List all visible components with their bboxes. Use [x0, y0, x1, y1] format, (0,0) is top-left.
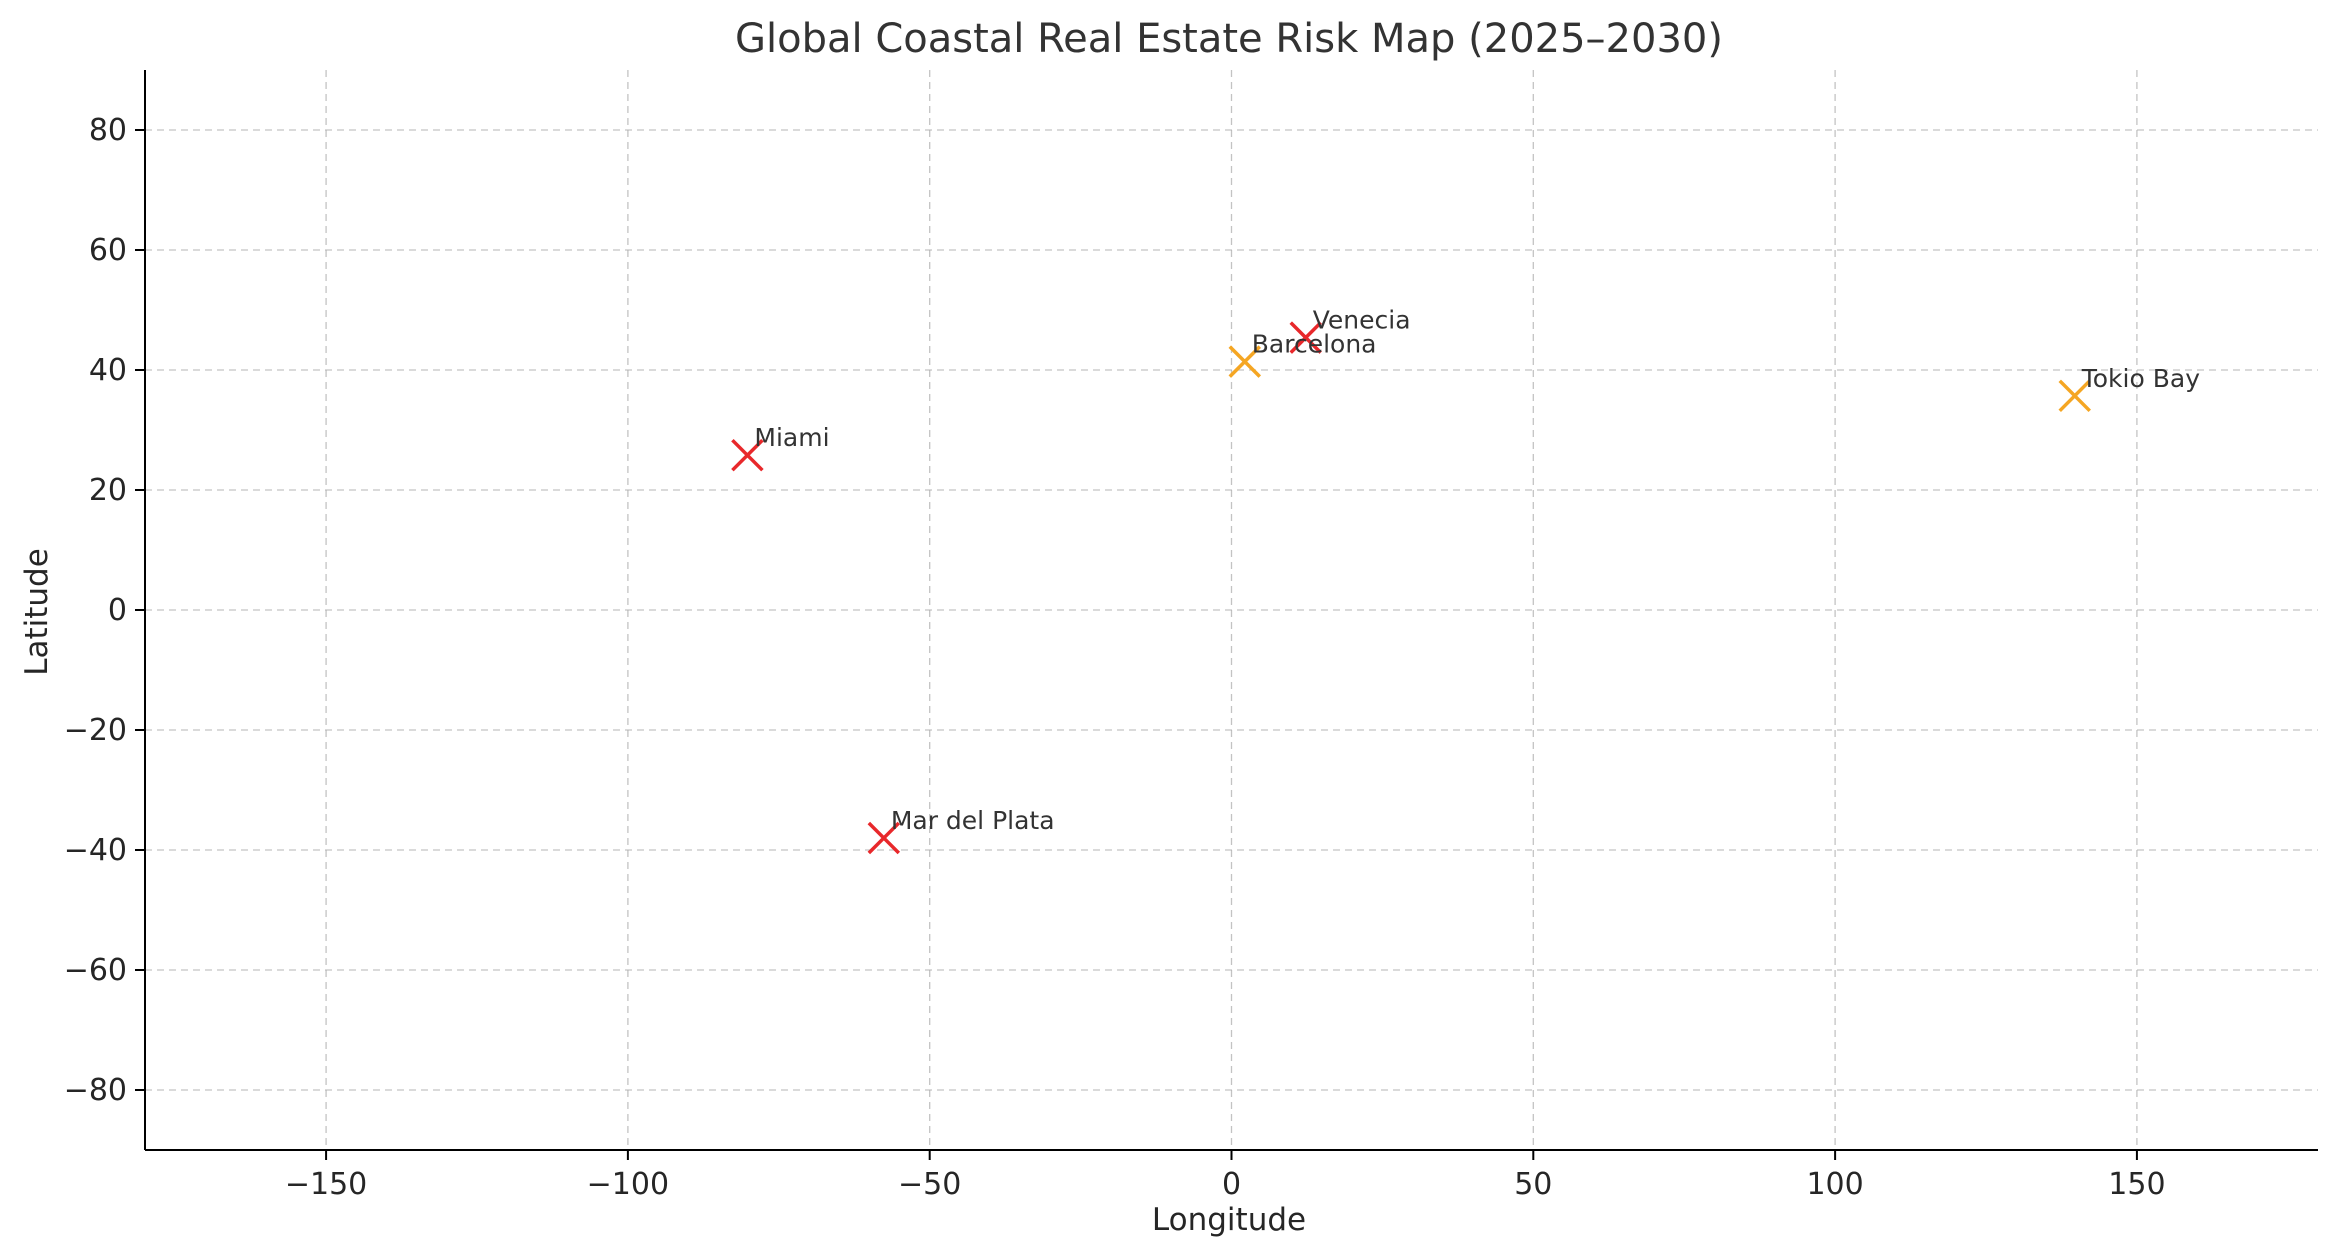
- x-marker: [1228, 345, 1262, 378]
- x-ticks: −150 −100 −50 0 50 100 150: [285, 1150, 2166, 1202]
- y-tick-label: 40: [89, 353, 127, 388]
- grid: [145, 70, 2318, 1150]
- data-point-tokio-bay: Tokio Bay: [2058, 364, 2200, 413]
- chart-title: Global Coastal Real Estate Risk Map (202…: [735, 16, 1723, 62]
- y-tick-label: −40: [64, 833, 127, 868]
- y-tick-label: 0: [108, 593, 127, 628]
- y-tick-label: 20: [89, 473, 127, 508]
- point-label: Venecia: [1313, 306, 1411, 335]
- x-tick-label: −150: [285, 1167, 367, 1202]
- data-point-venecia: Venecia: [1289, 306, 1411, 354]
- x-tick-label: −100: [587, 1167, 669, 1202]
- y-tick-label: 80: [89, 113, 127, 148]
- y-ticks: −80 −60 −40 −20 0 20 40 60 80: [64, 113, 145, 1108]
- x-marker: [2058, 379, 2091, 413]
- y-tick-label: −60: [64, 953, 127, 988]
- x-marker: [867, 821, 901, 855]
- data-point-miami: Miami: [731, 423, 830, 472]
- point-label: Miami: [754, 423, 829, 452]
- point-label: Tokio Bay: [2081, 364, 2200, 393]
- x-marker: [731, 438, 764, 472]
- y-axis-label: Latitude: [19, 548, 55, 676]
- x-marker: [1289, 321, 1322, 354]
- point-label: Mar del Plata: [891, 806, 1055, 835]
- x-tick-label: 50: [1514, 1167, 1552, 1202]
- y-tick-label: −20: [64, 713, 127, 748]
- y-tick-label: 60: [89, 233, 127, 268]
- point-label: Barcelona: [1252, 330, 1377, 359]
- x-tick-label: 100: [1806, 1167, 1863, 1202]
- x-tick-label: 150: [2108, 1167, 2165, 1202]
- data-point-mar-del-plata: Mar del Plata: [867, 806, 1055, 855]
- x-tick-label: 0: [1222, 1167, 1241, 1202]
- x-axis-label: Longitude: [1152, 1202, 1306, 1238]
- data-point-barcelona: Barcelona: [1228, 330, 1377, 378]
- y-tick-label: −80: [64, 1073, 127, 1108]
- x-tick-label: −50: [898, 1167, 961, 1202]
